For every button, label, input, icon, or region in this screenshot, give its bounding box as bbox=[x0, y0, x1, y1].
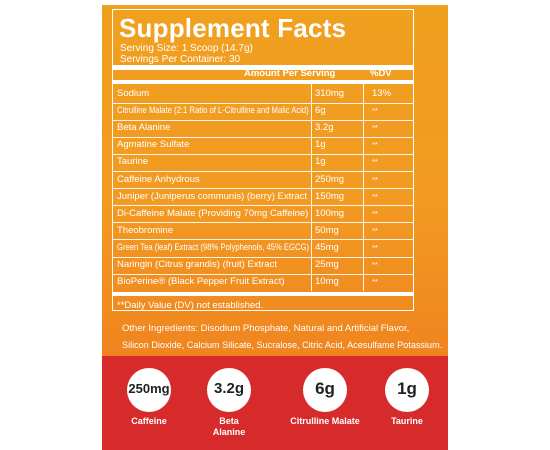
ingredient-dv: ** bbox=[372, 277, 378, 287]
badge-taurine: 1g bbox=[385, 368, 429, 412]
thick-divider-header bbox=[113, 80, 413, 84]
ingredient-name: BioPerine® (Black Pepper Fruit Extract) bbox=[117, 276, 285, 288]
ingredient-dv: ** bbox=[372, 157, 378, 167]
dv-footnote: **Daily Value (DV) not established. bbox=[117, 300, 264, 311]
ingredient-name: Caffeine Anhydrous bbox=[117, 173, 200, 185]
column-divider bbox=[311, 84, 312, 292]
ingredient-name: Taurine bbox=[117, 156, 149, 168]
row-divider bbox=[113, 102, 413, 104]
badge-label: Citrulline Malate bbox=[290, 416, 360, 426]
badge-value: 1g bbox=[397, 379, 417, 398]
ingredient-name: Beta Alanine bbox=[117, 122, 171, 134]
other-ingredients-line-1: Other Ingredients: Disodium Phosphate, N… bbox=[122, 323, 410, 334]
ingredient-dv: ** bbox=[372, 208, 378, 218]
row-divider bbox=[113, 239, 413, 241]
facts-title: Supplement Facts bbox=[119, 13, 347, 43]
ingredient-dv: ** bbox=[372, 140, 378, 150]
facts-row: Juniper (Juniperus communis) (berry) Ext… bbox=[113, 189, 413, 206]
ingredient-dv: ** bbox=[372, 106, 378, 116]
ingredient-amount: 10mg bbox=[315, 276, 339, 288]
badge-citrulline-malate: 6g bbox=[303, 368, 347, 412]
facts-row: Caffeine Anhydrous 250mg ** bbox=[113, 172, 413, 189]
row-divider bbox=[113, 171, 413, 172]
ingredient-amount: 310mg bbox=[315, 88, 345, 99]
row-divider bbox=[113, 188, 413, 190]
ingredient-name: Citrulline Malate (2:1 Ratio of L-Citrul… bbox=[117, 105, 309, 117]
header-amount-per-serving: Amount Per Serving bbox=[244, 68, 336, 79]
other-ingredients-line-2: Silicon Dioxide, Calcium Silicate, Sucra… bbox=[122, 340, 443, 351]
facts-row: Theobromine 50mg ** bbox=[113, 223, 413, 240]
ingredient-name: Naringin (Citrus grandis) (fruit) Extrac… bbox=[117, 259, 277, 270]
ingredient-amount: 100mg bbox=[315, 207, 345, 219]
ingredient-amount: 1g bbox=[315, 156, 326, 168]
row-divider bbox=[113, 222, 413, 224]
facts-row: BioPerine® (Black Pepper Fruit Extract) 1… bbox=[113, 274, 413, 291]
row-divider bbox=[113, 153, 413, 155]
facts-row: Beta Alanine 3.2g ** bbox=[113, 120, 413, 137]
ingredient-amount: 50mg bbox=[315, 224, 339, 236]
facts-row: Green Tea (leaf) Extract (98% Polyphenol… bbox=[113, 240, 413, 257]
ingredient-dv: ** bbox=[372, 225, 378, 235]
row-divider bbox=[113, 205, 413, 207]
row-divider bbox=[113, 119, 413, 121]
thick-divider-bottom bbox=[113, 292, 413, 296]
ingredient-name: Green Tea (leaf) Extract (98% Polyphenol… bbox=[117, 241, 310, 253]
ingredient-amount: 3.2g bbox=[315, 122, 334, 134]
row-divider bbox=[113, 273, 413, 275]
ingredient-name: Di-Caffeine Malate (Providing 70mg Caffe… bbox=[117, 207, 309, 219]
ingredient-name: Agmatine Sulfate bbox=[117, 139, 190, 151]
facts-row: Citrulline Malate (2:1 Ratio of L-Citrul… bbox=[113, 103, 413, 120]
badge-value: 6g bbox=[315, 379, 335, 398]
facts-row: Agmatine Sulfate 1g ** bbox=[113, 137, 413, 154]
serving-size: Serving Size: 1 Scoop (14.7g) bbox=[120, 43, 253, 54]
badge-beta-alanine: 3.2g bbox=[207, 368, 251, 412]
ingredient-amount: 25mg bbox=[315, 259, 339, 270]
column-divider bbox=[363, 84, 364, 292]
row-divider bbox=[113, 256, 413, 258]
ingredient-amount: 250mg bbox=[315, 173, 345, 185]
ingredient-dv: ** bbox=[372, 260, 378, 269]
thick-divider-top bbox=[113, 65, 413, 70]
header-dv: %DV bbox=[370, 68, 392, 79]
ingredient-amount: 6g bbox=[315, 105, 326, 117]
badge-caffeine: 250mg bbox=[127, 368, 171, 412]
ingredient-dv: ** bbox=[372, 242, 378, 252]
facts-row: Di-Caffeine Malate (Providing 70mg Caffe… bbox=[113, 206, 413, 223]
ingredient-dv: ** bbox=[372, 174, 378, 184]
ingredient-name: Theobromine bbox=[117, 224, 173, 236]
supplement-facts-label: Supplement Facts Serving Size: 1 Scoop (… bbox=[112, 9, 414, 311]
ingredient-amount: 150mg bbox=[315, 190, 345, 202]
facts-row: Naringin (Citrus grandis) (fruit) Extrac… bbox=[113, 257, 413, 274]
badge-value: 250mg bbox=[128, 381, 170, 396]
badge-label: Taurine bbox=[391, 416, 423, 426]
ingredient-dv: 13% bbox=[372, 88, 392, 99]
ingredient-name: Sodium bbox=[117, 88, 150, 99]
ingredient-amount: 1g bbox=[315, 139, 326, 151]
badge-label: Caffeine bbox=[131, 416, 167, 426]
badge-label: Beta Alanine bbox=[212, 416, 246, 437]
ingredient-amount: 45mg bbox=[315, 241, 339, 253]
badge-value: 3.2g bbox=[213, 380, 244, 397]
facts-row: Sodium 310mg 13% bbox=[113, 86, 413, 103]
ingredient-dv: ** bbox=[372, 191, 378, 201]
ingredient-dv: ** bbox=[372, 123, 378, 133]
servings-per-container: Servings Per Container: 30 bbox=[120, 54, 241, 65]
facts-row: Taurine 1g ** bbox=[113, 154, 413, 171]
row-divider bbox=[113, 136, 413, 138]
ingredient-name: Juniper (Juniperus communis) (berry) Ext… bbox=[117, 190, 308, 202]
